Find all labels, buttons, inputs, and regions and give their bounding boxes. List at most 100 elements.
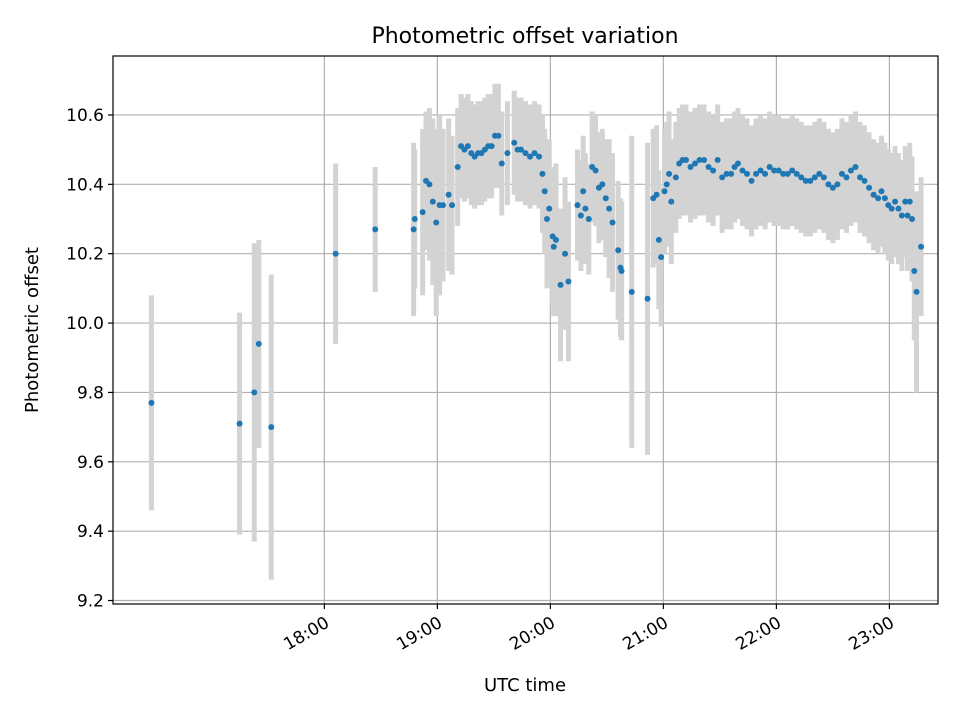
- data-point: [692, 160, 699, 167]
- data-point: [904, 212, 911, 219]
- data-point: [728, 170, 735, 177]
- data-point: [268, 424, 275, 431]
- data-point: [655, 236, 662, 243]
- x-tick-label: 21:00: [619, 613, 671, 655]
- data-point: [895, 205, 902, 212]
- data-point: [705, 163, 712, 170]
- data-points: [148, 132, 925, 431]
- data-point: [372, 226, 379, 233]
- data-point: [498, 160, 505, 167]
- y-tick-label: 10.4: [66, 175, 104, 195]
- data-point: [454, 163, 461, 170]
- data-point: [495, 132, 502, 139]
- data-point: [527, 153, 534, 160]
- data-point: [255, 340, 262, 347]
- data-point: [847, 167, 854, 174]
- x-tick-label: 23:00: [845, 613, 897, 655]
- data-point: [644, 295, 651, 302]
- y-tick-label: 10.2: [66, 245, 104, 265]
- x-tick-label: 18:00: [280, 613, 332, 655]
- data-point: [582, 205, 589, 212]
- y-axis-ticks: 9.2 9.4 9.6 9.8 10.0 10.2 10.4 10.6: [66, 106, 113, 612]
- data-point: [913, 288, 920, 295]
- data-point: [753, 170, 760, 177]
- data-point: [875, 195, 882, 202]
- data-point: [517, 146, 524, 153]
- data-point: [449, 202, 456, 209]
- data-point: [829, 184, 836, 191]
- data-point: [658, 254, 665, 261]
- x-tick-label: 22:00: [732, 613, 784, 655]
- data-point: [762, 170, 769, 177]
- data-point: [585, 216, 592, 223]
- data-point: [710, 167, 717, 174]
- data-point: [918, 243, 925, 250]
- data-point: [719, 174, 726, 181]
- data-point: [820, 174, 827, 181]
- data-point: [802, 177, 809, 184]
- data-point: [562, 250, 569, 257]
- data-point: [807, 177, 814, 184]
- data-point: [553, 236, 560, 243]
- data-point: [857, 174, 864, 181]
- data-point: [464, 143, 471, 150]
- data-point: [861, 177, 868, 184]
- data-point: [744, 170, 751, 177]
- data-point: [615, 247, 622, 254]
- data-point: [565, 278, 572, 285]
- data-point: [888, 205, 895, 212]
- data-point: [148, 399, 155, 406]
- data-point: [550, 243, 557, 250]
- data-point: [332, 250, 339, 257]
- data-point: [410, 226, 417, 233]
- data-point: [909, 216, 916, 223]
- data-point: [852, 163, 859, 170]
- data-point: [543, 216, 550, 223]
- data-point: [663, 181, 670, 188]
- data-point: [236, 420, 243, 427]
- data-point: [557, 281, 564, 288]
- y-axis-label: Photometric offset: [22, 247, 43, 413]
- data-point: [668, 198, 675, 205]
- data-point: [419, 209, 426, 216]
- data-point: [628, 288, 635, 295]
- x-tick-label: 20:00: [506, 613, 558, 655]
- data-point: [881, 195, 888, 202]
- data-point: [672, 174, 679, 181]
- x-axis-label: UTC time: [484, 675, 566, 696]
- data-point: [609, 219, 616, 226]
- error-bars: [148, 83, 924, 580]
- data-point: [723, 170, 730, 177]
- data-point: [870, 191, 877, 198]
- y-tick-label: 9.2: [77, 592, 104, 612]
- data-point: [906, 198, 913, 205]
- data-point: [511, 139, 518, 146]
- data-point: [789, 167, 796, 174]
- data-point: [574, 202, 581, 209]
- data-point: [739, 167, 746, 174]
- y-tick-label: 9.4: [77, 522, 104, 542]
- data-point: [445, 191, 452, 198]
- data-point: [602, 195, 609, 202]
- x-tick-label: 19:00: [393, 613, 445, 655]
- data-point: [577, 212, 584, 219]
- data-point: [843, 174, 850, 181]
- data-point: [618, 268, 625, 275]
- data-point: [838, 170, 845, 177]
- data-point: [522, 150, 529, 157]
- data-point: [898, 212, 905, 219]
- data-point: [834, 181, 841, 188]
- data-point: [825, 181, 832, 188]
- data-point: [539, 170, 546, 177]
- data-point: [606, 205, 613, 212]
- data-point: [771, 167, 778, 174]
- data-point: [748, 177, 755, 184]
- data-point: [531, 150, 538, 157]
- data-point: [580, 188, 587, 195]
- data-point: [902, 198, 909, 205]
- plot-frame: [112, 55, 939, 605]
- data-point: [780, 170, 787, 177]
- data-point: [429, 198, 436, 205]
- data-point: [784, 170, 791, 177]
